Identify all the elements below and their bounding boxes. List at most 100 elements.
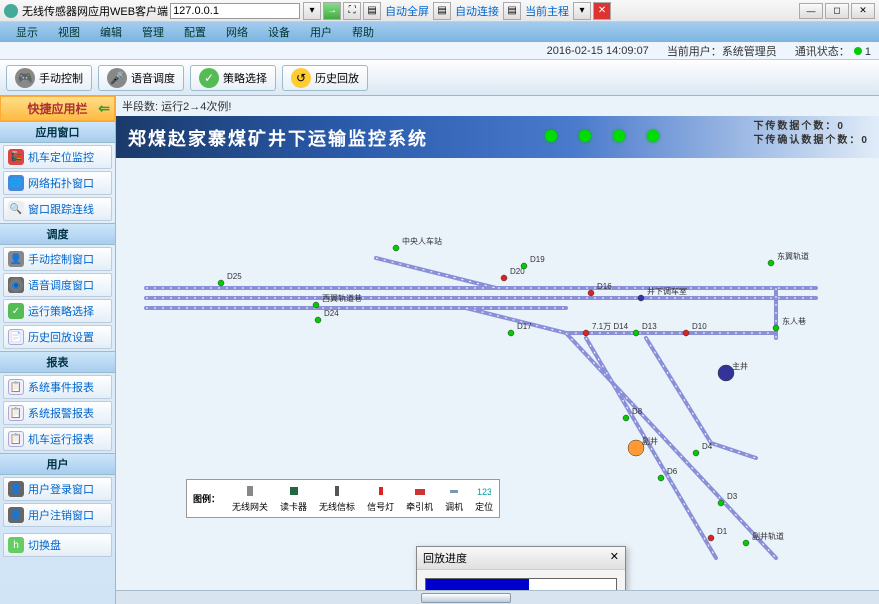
current-program-link[interactable]: 当前主程	[525, 3, 569, 19]
sb-item-topology[interactable]: 🌐网络拓扑窗口	[3, 171, 112, 195]
sb-item-run-report[interactable]: 📋机车运行报表	[3, 427, 112, 451]
legend-item: 读卡器	[280, 484, 307, 513]
sb-item-event-report[interactable]: 📋系统事件报表	[3, 375, 112, 399]
dialog-titlebar[interactable]: 回放进度 ✕	[417, 547, 625, 570]
svg-text:D19: D19	[530, 255, 545, 264]
svg-text:中央人车站: 中央人车站	[402, 236, 442, 246]
check2-icon: ✓	[8, 303, 24, 319]
svg-text:D10: D10	[692, 322, 707, 331]
sb-item-switch[interactable]: h切换盘	[3, 533, 112, 557]
sb-item-login[interactable]: 👤用户登录窗口	[3, 477, 112, 501]
reader-icon	[287, 484, 301, 498]
sb-item-alarm-report[interactable]: 📋系统报警报表	[3, 401, 112, 425]
minimize-btn[interactable]: —	[799, 3, 823, 19]
map-area[interactable]: 中央人车站D25西翼轨道巷D24D20D19D16井下调车室D177.1万 D1…	[116, 158, 879, 586]
sb-group-app: 应用窗口	[0, 121, 115, 143]
history-btn[interactable]: ↺历史回放	[282, 65, 368, 91]
svg-text:D8: D8	[632, 407, 643, 416]
person-icon: 👤	[8, 251, 24, 267]
banner-status-dots	[545, 130, 659, 142]
scrollbar-thumb[interactable]	[421, 593, 511, 603]
content-area: 半段数: 运行2→4次例! 郑煤赵家寨煤矿井下运输监控系统 下传数据个数：0 下…	[116, 96, 879, 604]
status-led-icon	[545, 130, 557, 142]
beacon-icon	[330, 484, 344, 498]
auto-fullscreen-link[interactable]: 自动全屏	[385, 3, 429, 19]
voice-dispatch-btn[interactable]: 🎤语音调度	[98, 65, 184, 91]
sb-item-tracking[interactable]: 🔍窗口跟踪连线	[3, 197, 112, 221]
manual-control-btn[interactable]: 🎮手动控制	[6, 65, 92, 91]
magnifier-icon: 🔍	[8, 201, 24, 217]
collapse-icon[interactable]: ⇐	[98, 100, 110, 117]
menu-user[interactable]: 用户	[300, 24, 342, 40]
svg-text:D17: D17	[517, 322, 532, 331]
svg-text:D25: D25	[227, 272, 242, 281]
sb-item-strategy[interactable]: ✓运行策略选择	[3, 299, 112, 323]
legend-item: 无线网关	[232, 484, 268, 513]
auto-connect-link[interactable]: 自动连接	[455, 3, 499, 19]
strategy-btn[interactable]: ✓策略选择	[190, 65, 276, 91]
sb-item-manual[interactable]: 👤手动控制窗口	[3, 247, 112, 271]
dropdown-btn[interactable]: ▾	[303, 2, 321, 20]
mic-icon: 🎤	[107, 68, 127, 88]
report3-icon: 📋	[8, 431, 24, 447]
menu-bar: 显示 视图 编辑 管理 配置 网络 设备 用户 帮助	[0, 22, 879, 42]
svg-text:西翼轨道巷: 西翼轨道巷	[322, 293, 362, 303]
sb-group-user: 用户	[0, 453, 115, 475]
sep-icon: ▤	[433, 2, 451, 20]
header-banner: 郑煤赵家寨煤矿井下运输监控系统 下传数据个数：0 下传确认数据个数：0	[116, 116, 879, 160]
locate-icon: 123	[477, 484, 491, 498]
report-icon: 📋	[8, 379, 24, 395]
expand-btn[interactable]: ⛶	[343, 2, 361, 20]
legend-title: 图例：	[193, 492, 220, 505]
sep-icon-2: ▤	[503, 2, 521, 20]
svg-text:井下调车室: 井下调车室	[647, 286, 687, 296]
svg-text:东翼轨道: 东翼轨道	[777, 251, 809, 261]
track-map[interactable]: 中央人车站D25西翼轨道巷D24D20D19D16井下调车室D177.1万 D1…	[116, 158, 879, 586]
maximize-btn[interactable]: ◻	[825, 3, 849, 19]
svg-text:东人巷: 东人巷	[782, 316, 806, 326]
menu-display[interactable]: 显示	[6, 24, 48, 40]
dropdown2-btn[interactable]: ▾	[573, 2, 591, 20]
legend-item: 123定位	[475, 484, 493, 513]
legend-box: 图例： 无线网关 读卡器 无线信标 信号灯 牵引机 调机 123定位	[186, 479, 500, 518]
comm-status: 通讯状态： 1	[795, 43, 871, 59]
url-input[interactable]	[170, 3, 300, 19]
shunt-icon	[447, 484, 461, 498]
legend-item: 信号灯	[367, 484, 394, 513]
sb-item-logout[interactable]: 👤用户注销窗口	[3, 503, 112, 527]
go-btn[interactable]: →	[323, 2, 341, 20]
sidebar-header: 快捷应用栏⇐	[0, 96, 115, 121]
menu-edit[interactable]: 编辑	[90, 24, 132, 40]
user2-icon: 👤	[8, 507, 24, 523]
horizontal-scrollbar[interactable]	[116, 590, 879, 604]
menu-config[interactable]: 配置	[174, 24, 216, 40]
sb-item-loco-monitor[interactable]: 🚂机车定位监控	[3, 145, 112, 169]
title-bar: 无线传感器网应用WEB客户端 ▾ → ⛶ ▤ 自动全屏 ▤ 自动连接 ▤ 当前主…	[0, 0, 879, 22]
svg-text:123: 123	[477, 487, 491, 497]
legend-item: 调机	[445, 484, 463, 513]
menu-help[interactable]: 帮助	[342, 24, 384, 40]
menu-network[interactable]: 网络	[216, 24, 258, 40]
sb-item-history[interactable]: 📄历史回放设置	[3, 325, 112, 349]
svg-text:D1: D1	[717, 527, 728, 536]
status-led-icon	[647, 130, 659, 142]
gateway-icon	[243, 484, 257, 498]
check-icon: ✓	[199, 68, 219, 88]
main-toolbar: 🎮手动控制 🎤语音调度 ✓策略选择 ↺历史回放	[0, 60, 879, 96]
status-led-icon	[613, 130, 625, 142]
check-btn[interactable]: ▤	[363, 2, 381, 20]
status-dot-icon	[854, 47, 862, 55]
breadcrumb: 半段数: 运行2→4次例!	[116, 96, 879, 116]
menu-manage[interactable]: 管理	[132, 24, 174, 40]
menu-device[interactable]: 设备	[258, 24, 300, 40]
globe-icon: 🌐	[8, 175, 24, 191]
dialog-close-icon[interactable]: ✕	[610, 550, 619, 566]
svg-text:D3: D3	[727, 492, 738, 501]
svg-text:主井: 主井	[732, 361, 748, 371]
close-red-btn[interactable]: ✕	[593, 2, 611, 20]
svg-text:D16: D16	[597, 282, 612, 291]
menu-view[interactable]: 视图	[48, 24, 90, 40]
close-btn[interactable]: ✕	[851, 3, 875, 19]
svg-text:副井轨道: 副井轨道	[752, 531, 784, 541]
sb-item-voice[interactable]: ◉语音调度窗口	[3, 273, 112, 297]
